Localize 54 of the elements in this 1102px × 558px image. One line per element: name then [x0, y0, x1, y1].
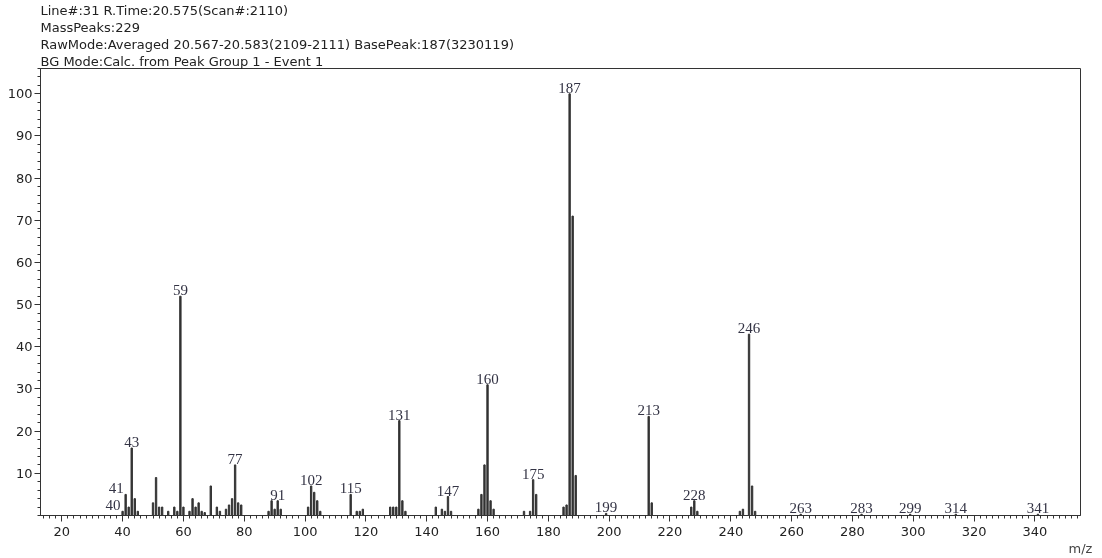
annotation: 246	[737, 320, 761, 337]
x-tick-label: 60	[175, 523, 192, 539]
annotation: 283	[850, 500, 873, 517]
x-tick-label: 140	[414, 523, 440, 539]
y-tick-label: 40	[15, 339, 33, 355]
annotation: 213	[637, 402, 660, 419]
annotation: 187	[558, 79, 582, 96]
annotation: 59	[172, 282, 188, 299]
y-tick-label: 60	[15, 254, 33, 270]
x-tick-label: 180	[535, 523, 561, 539]
x-tick-label: 80	[235, 523, 253, 539]
annotation: 175	[521, 465, 545, 482]
annotation: 115	[339, 480, 362, 497]
annotation: 40	[105, 497, 121, 514]
y-tick-label: 100	[7, 86, 33, 102]
x-tick-label: 160	[475, 523, 500, 539]
y-tick-label: 30	[15, 381, 33, 397]
y-tick-label: 50	[15, 297, 33, 313]
annotation: 160	[476, 370, 499, 387]
annotation: 77	[227, 450, 244, 467]
x-tick-label: 100	[292, 523, 318, 539]
annotation: 199	[594, 499, 618, 516]
annotation: 102	[299, 471, 323, 488]
annotation: 299	[898, 500, 922, 517]
x-tick-label: 300	[900, 523, 926, 539]
x-tick-label: 280	[840, 523, 865, 539]
text: MassPeaks:229	[40, 19, 141, 35]
x-tick-label: 200	[596, 523, 622, 539]
annotation: 131	[388, 406, 411, 423]
x-tick-label: 320	[961, 523, 987, 539]
x-tick-label: 240	[718, 523, 744, 539]
x-tick-label: 260	[779, 523, 805, 539]
annotation: 43	[124, 434, 140, 451]
chart-title: Line#:31 R.Time:20.575(Scan#:2110)	[40, 2, 289, 18]
y-tick-label: 10	[15, 465, 33, 481]
y-tick-label: 80	[15, 170, 33, 186]
text: RawMode:Averaged 20.567-20.583(2109-2111) BasePeak:187(3230119)	[40, 36, 514, 52]
annotation: 147	[436, 482, 460, 499]
x-tick-label: 40	[114, 523, 131, 539]
annotation: BG Mode:Calc. from Peak Group 1 - Event 1	[40, 53, 324, 69]
x-tick-label: 340	[1022, 523, 1048, 539]
annotation: 41	[108, 480, 124, 497]
x-tick-label: 220	[657, 523, 683, 539]
y-tick-label: 70	[15, 212, 33, 228]
y-tick-label: 20	[15, 423, 33, 439]
y-tick-label: 90	[15, 128, 33, 144]
x-tick-label: 20	[53, 523, 71, 539]
annotation: 91	[270, 486, 286, 503]
annotation: 228	[683, 486, 706, 503]
x-tick-label: 120	[353, 523, 379, 539]
annotation: 341	[1026, 500, 1050, 517]
annotation: 314	[944, 500, 968, 517]
x-axis-title: m/z	[1068, 540, 1093, 556]
annotation: 263	[789, 500, 812, 517]
